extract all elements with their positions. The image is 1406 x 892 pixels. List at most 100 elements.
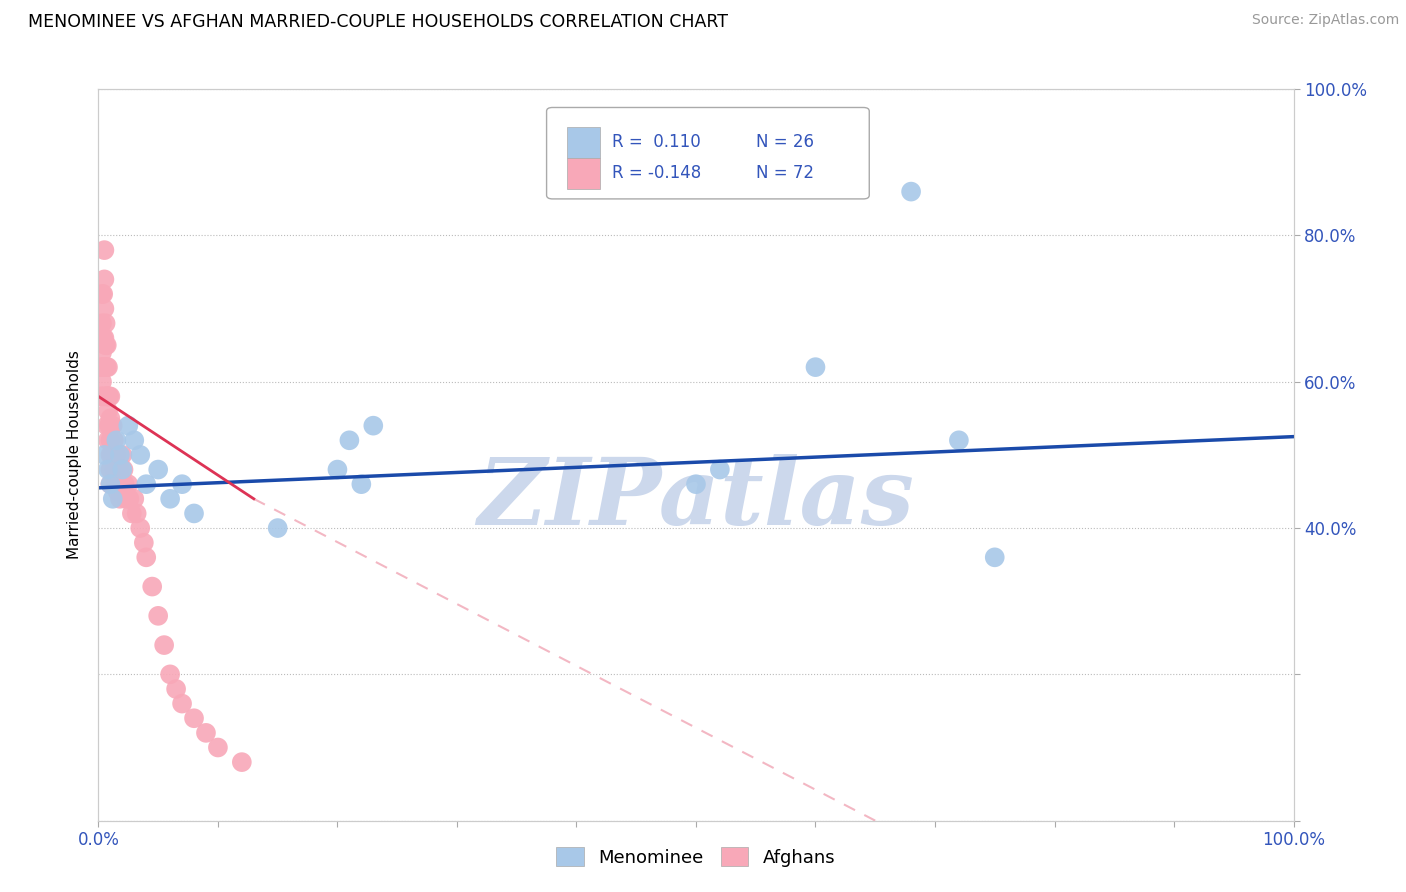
FancyBboxPatch shape bbox=[547, 108, 869, 199]
Text: ZIPatlas: ZIPatlas bbox=[478, 454, 914, 544]
Point bbox=[132, 535, 155, 549]
Point bbox=[350, 477, 373, 491]
Bar bbox=[567, 127, 600, 158]
Point bbox=[267, 521, 290, 535]
Point bbox=[98, 389, 121, 403]
Point bbox=[172, 697, 194, 711]
Point bbox=[103, 462, 125, 476]
Y-axis label: Married-couple Households: Married-couple Households bbox=[67, 351, 83, 559]
Point bbox=[153, 638, 176, 652]
Point bbox=[97, 360, 120, 375]
Text: R =  0.110: R = 0.110 bbox=[613, 133, 702, 152]
Point bbox=[135, 550, 157, 565]
Text: Source: ZipAtlas.com: Source: ZipAtlas.com bbox=[1251, 13, 1399, 28]
Point bbox=[91, 287, 114, 301]
Point bbox=[101, 448, 124, 462]
Point bbox=[97, 389, 120, 403]
Point bbox=[94, 316, 117, 330]
Point bbox=[108, 448, 131, 462]
Point bbox=[90, 389, 112, 403]
Point bbox=[363, 418, 385, 433]
Point bbox=[118, 491, 141, 506]
Point bbox=[94, 389, 117, 403]
Point bbox=[117, 418, 139, 433]
Point bbox=[91, 331, 114, 345]
Point bbox=[172, 477, 194, 491]
Point bbox=[124, 491, 146, 506]
Point bbox=[159, 491, 181, 506]
Point bbox=[159, 667, 181, 681]
Point bbox=[91, 375, 114, 389]
Point bbox=[94, 338, 117, 352]
Point bbox=[98, 418, 121, 433]
Point bbox=[984, 550, 1007, 565]
Point bbox=[97, 434, 120, 448]
Point bbox=[101, 491, 124, 506]
Point bbox=[804, 360, 827, 375]
Point bbox=[685, 477, 707, 491]
Point bbox=[104, 477, 127, 491]
Point bbox=[96, 338, 118, 352]
Point bbox=[105, 448, 128, 462]
Point bbox=[900, 185, 922, 199]
Point bbox=[100, 418, 122, 433]
Point bbox=[98, 477, 122, 491]
Point bbox=[104, 448, 127, 462]
Point bbox=[135, 477, 157, 491]
Point bbox=[709, 462, 731, 476]
Point bbox=[326, 462, 349, 476]
Bar bbox=[567, 158, 600, 189]
Point bbox=[107, 470, 129, 484]
Point bbox=[129, 521, 152, 535]
Point bbox=[105, 434, 128, 448]
Point bbox=[93, 360, 115, 375]
Point bbox=[124, 434, 146, 448]
Point bbox=[98, 462, 122, 476]
Point bbox=[112, 462, 135, 476]
Point bbox=[90, 360, 112, 375]
Point bbox=[93, 448, 115, 462]
Point bbox=[108, 462, 131, 476]
Point bbox=[91, 345, 114, 359]
Point bbox=[97, 462, 120, 476]
Point bbox=[103, 434, 125, 448]
Point bbox=[98, 434, 122, 448]
Point bbox=[183, 507, 205, 521]
Point bbox=[117, 477, 139, 491]
Point bbox=[129, 448, 152, 462]
Point bbox=[101, 418, 124, 433]
Point bbox=[115, 491, 138, 506]
Point bbox=[148, 608, 170, 623]
Text: R = -0.148: R = -0.148 bbox=[613, 164, 702, 182]
Point bbox=[194, 726, 218, 740]
Point bbox=[91, 389, 114, 403]
Point bbox=[231, 755, 253, 769]
Point bbox=[111, 462, 134, 476]
Legend: Menominee, Afghans: Menominee, Afghans bbox=[550, 840, 842, 874]
Point bbox=[91, 360, 114, 375]
Point bbox=[98, 477, 122, 491]
Point bbox=[125, 507, 148, 521]
Point bbox=[91, 316, 114, 330]
Point bbox=[108, 491, 131, 506]
Point bbox=[105, 470, 128, 484]
Point bbox=[93, 272, 115, 286]
Point bbox=[165, 681, 187, 696]
Point bbox=[91, 287, 114, 301]
Point bbox=[207, 740, 229, 755]
Point bbox=[98, 389, 122, 403]
Point bbox=[93, 301, 115, 316]
Point bbox=[148, 462, 170, 476]
Point bbox=[114, 477, 136, 491]
Point bbox=[97, 404, 120, 418]
Text: N = 26: N = 26 bbox=[756, 133, 814, 152]
Point bbox=[339, 434, 360, 448]
Point bbox=[93, 331, 115, 345]
Point bbox=[98, 448, 122, 462]
Point bbox=[98, 411, 122, 425]
Point bbox=[121, 507, 143, 521]
Point bbox=[141, 580, 163, 594]
Point bbox=[96, 418, 118, 433]
Point bbox=[93, 243, 115, 257]
Point bbox=[183, 711, 205, 725]
